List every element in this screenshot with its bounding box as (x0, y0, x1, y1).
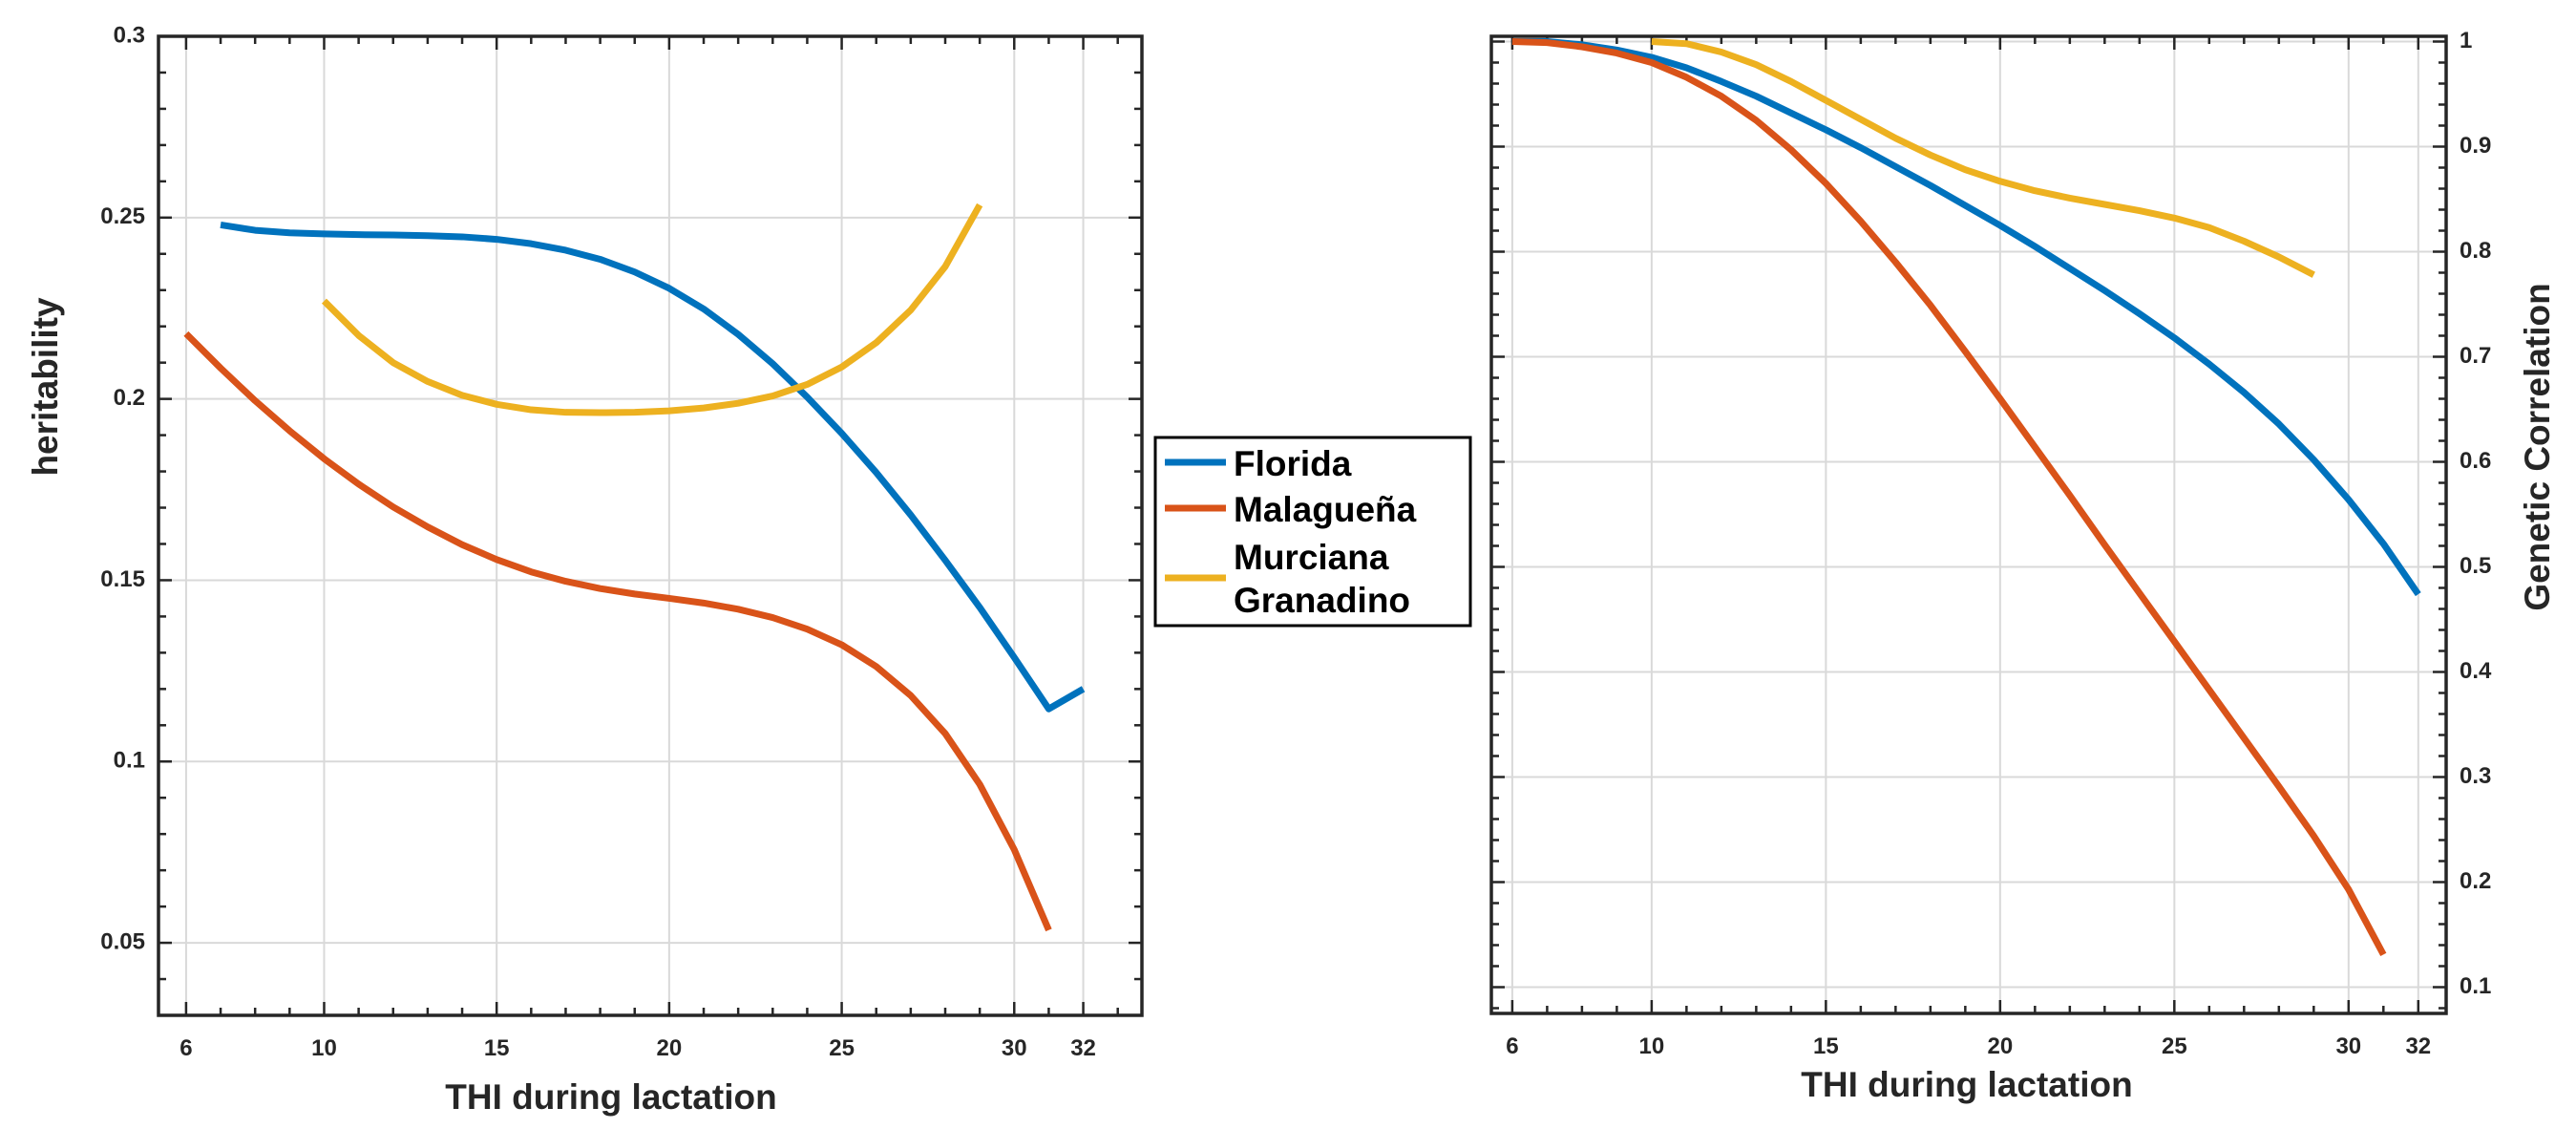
left-y-tick-label: 0.2 (114, 385, 145, 411)
right-x-tick-label: 25 (2162, 1033, 2187, 1059)
left-x-tick-label: 6 (179, 1035, 192, 1061)
left-x-tick-label: 10 (311, 1035, 337, 1061)
right-y-tick-label: 0.2 (2460, 868, 2491, 894)
left-y-axis-title: heritability (26, 297, 65, 477)
right-x-tick-label: 15 (1813, 1033, 1839, 1059)
left-y-tick-label: 0.25 (100, 203, 145, 229)
legend: Florida Malagueña Murciana Granadino (1153, 436, 1472, 628)
right-x-tick-label: 32 (2405, 1033, 2431, 1059)
left-x-tick-label: 20 (657, 1035, 683, 1061)
genetic-correlation-chart: Genetic Correlation THI during lactation… (1489, 28, 2557, 1104)
left-axes-box (157, 34, 1144, 1017)
right-x-tick-label: 10 (1639, 1033, 1665, 1059)
legend-label-murciana-line1: Murciana (1234, 538, 1389, 577)
right-x-tick-label: 20 (1987, 1033, 2013, 1059)
left-x-tick-label: 30 (1002, 1035, 1027, 1061)
right-y-axis-title: Genetic Correlation (2518, 283, 2557, 610)
left-y-tick-label: 0.15 (100, 566, 145, 592)
legend-label-malaguena: Malagueña (1234, 490, 1417, 529)
right-y-tick-label: 0.6 (2460, 448, 2491, 474)
right-series-line-malaguena (1511, 38, 2387, 957)
right-x-tick-label: 30 (2335, 1033, 2361, 1059)
right-y-tick-label: 0.3 (2460, 763, 2491, 789)
legend-label-murciana-line2: Granadino (1234, 581, 1410, 620)
right-y-tick-label: 0.8 (2460, 238, 2491, 264)
right-y-tick-label: 0.7 (2460, 343, 2491, 369)
right-y-tick-label: 0.5 (2460, 553, 2491, 579)
right-x-tick-label: 6 (1506, 1033, 1518, 1059)
right-series-line-murciana-granadino (1651, 38, 2315, 278)
right-y-tick-label: 0.4 (2460, 658, 2492, 684)
left-x-tick-label: 25 (829, 1035, 855, 1061)
right-series-line-florida (1511, 38, 2421, 597)
left-series-line-florida (220, 221, 1086, 713)
left-y-tick-label: 0.1 (114, 748, 145, 774)
legend-box (1153, 436, 1472, 628)
heritability-chart: heritability THI during lactation 6 10 15 2… (26, 22, 1144, 1117)
left-x-axis-title: THI during lactation (445, 1077, 776, 1117)
right-y-tick-label: 0.9 (2460, 133, 2491, 159)
right-y-tick-label: 1 (2460, 28, 2472, 53)
right-axes-box (1489, 34, 2448, 1015)
left-series-line-murciana-granadino (321, 202, 983, 416)
left-y-tick-label: 0.3 (114, 22, 145, 48)
right-y-tick-label: 0.1 (2460, 973, 2491, 999)
left-x-tick-label: 32 (1070, 1035, 1096, 1061)
legend-label-florida: Florida (1234, 444, 1352, 483)
left-series-line-malaguena (183, 330, 1052, 932)
left-x-tick-label: 15 (484, 1035, 510, 1061)
left-y-tick-label: 0.05 (100, 928, 145, 954)
right-x-axis-title: THI during lactation (1801, 1065, 2132, 1104)
